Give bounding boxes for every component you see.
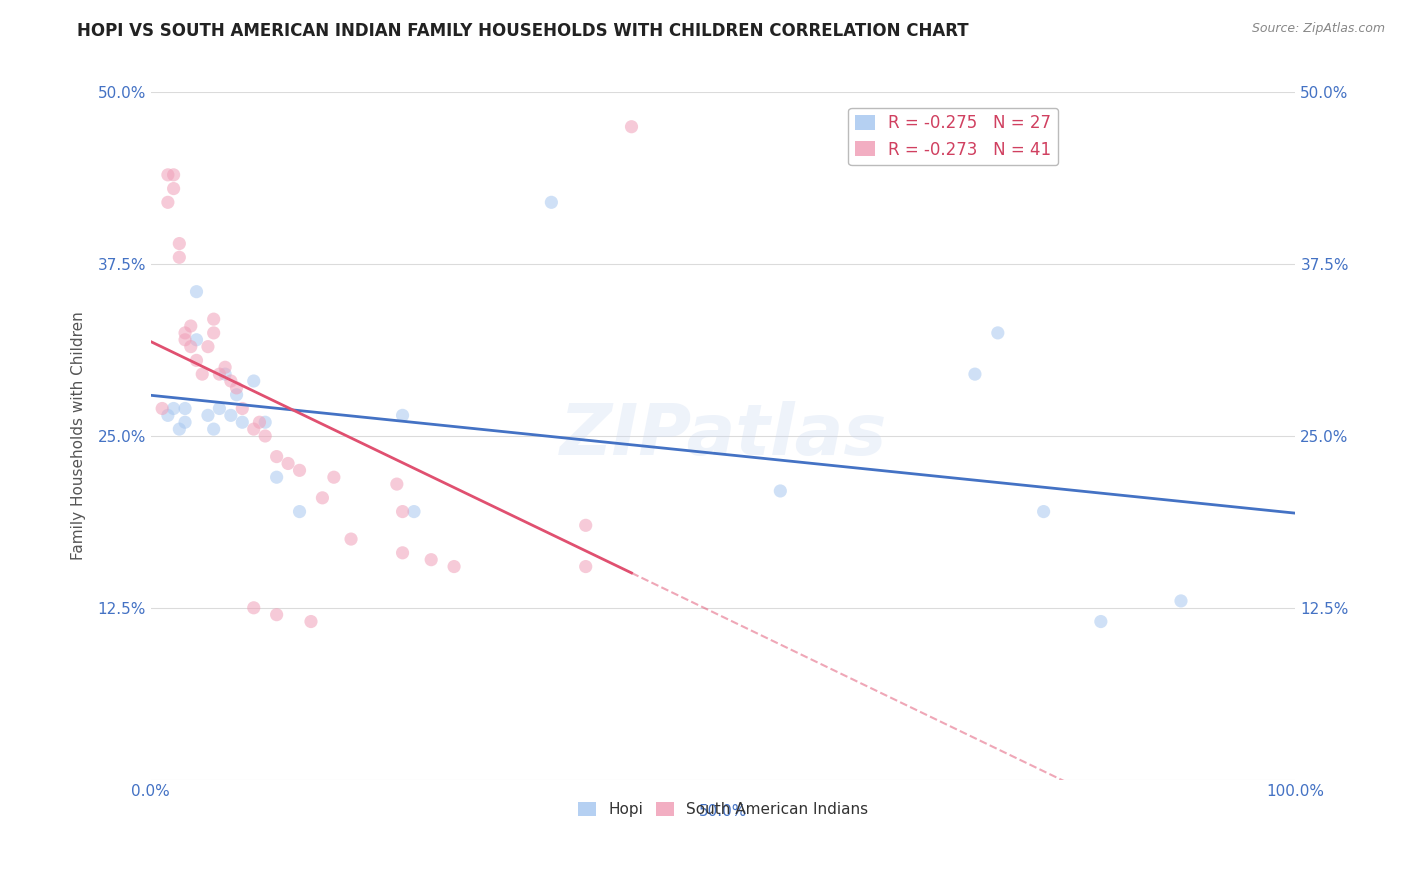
- Point: [174, 333, 197, 347]
- Y-axis label: Family Households with Children: Family Households with Children: [72, 311, 86, 560]
- Point: [288, 505, 311, 519]
- Point: [225, 381, 247, 395]
- Point: [197, 409, 219, 423]
- Point: [219, 409, 242, 423]
- Point: [156, 168, 179, 182]
- Point: [266, 470, 288, 484]
- Point: [1090, 615, 1112, 629]
- Point: [162, 181, 184, 195]
- Point: [288, 463, 311, 477]
- Point: [214, 360, 236, 375]
- Point: [202, 326, 225, 340]
- Text: 50.0%: 50.0%: [699, 804, 747, 819]
- Point: [322, 470, 344, 484]
- Point: [1032, 505, 1054, 519]
- Point: [242, 422, 264, 436]
- Point: [174, 326, 197, 340]
- Point: [186, 285, 208, 299]
- Point: [156, 409, 179, 423]
- Point: [540, 195, 562, 210]
- Point: [385, 477, 408, 491]
- Point: [225, 388, 247, 402]
- Point: [242, 600, 264, 615]
- Point: [231, 415, 253, 429]
- Point: [391, 546, 413, 560]
- Point: [620, 120, 643, 134]
- Point: [231, 401, 253, 416]
- Point: [1170, 594, 1192, 608]
- Point: [443, 559, 465, 574]
- Legend: Hopi, South American Indians: Hopi, South American Indians: [572, 797, 875, 823]
- Point: [150, 401, 173, 416]
- Point: [202, 422, 225, 436]
- Point: [156, 195, 179, 210]
- Point: [242, 374, 264, 388]
- Point: [575, 518, 598, 533]
- Point: [266, 607, 288, 622]
- Point: [174, 415, 197, 429]
- Point: [169, 422, 191, 436]
- Point: [169, 250, 191, 264]
- Point: [249, 415, 271, 429]
- Point: [391, 409, 413, 423]
- Point: [174, 401, 197, 416]
- Point: [219, 374, 242, 388]
- Point: [180, 318, 202, 333]
- Point: [340, 532, 363, 546]
- Point: [402, 505, 425, 519]
- Text: Source: ZipAtlas.com: Source: ZipAtlas.com: [1251, 22, 1385, 36]
- Point: [208, 401, 231, 416]
- Point: [180, 340, 202, 354]
- Point: [254, 415, 277, 429]
- Point: [162, 401, 184, 416]
- Point: [202, 312, 225, 326]
- Point: [254, 429, 277, 443]
- Point: [169, 236, 191, 251]
- Point: [197, 340, 219, 354]
- Point: [186, 333, 208, 347]
- Point: [191, 367, 214, 381]
- Point: [186, 353, 208, 368]
- Point: [208, 367, 231, 381]
- Point: [299, 615, 322, 629]
- Point: [575, 559, 598, 574]
- Point: [987, 326, 1010, 340]
- Text: HOPI VS SOUTH AMERICAN INDIAN FAMILY HOUSEHOLDS WITH CHILDREN CORRELATION CHART: HOPI VS SOUTH AMERICAN INDIAN FAMILY HOU…: [77, 22, 969, 40]
- Point: [963, 367, 986, 381]
- Point: [214, 367, 236, 381]
- Text: ZIPatlas: ZIPatlas: [560, 401, 887, 470]
- Point: [769, 483, 792, 498]
- Point: [266, 450, 288, 464]
- Point: [311, 491, 333, 505]
- Point: [420, 552, 443, 566]
- Point: [391, 505, 413, 519]
- Point: [277, 457, 299, 471]
- Point: [162, 168, 184, 182]
